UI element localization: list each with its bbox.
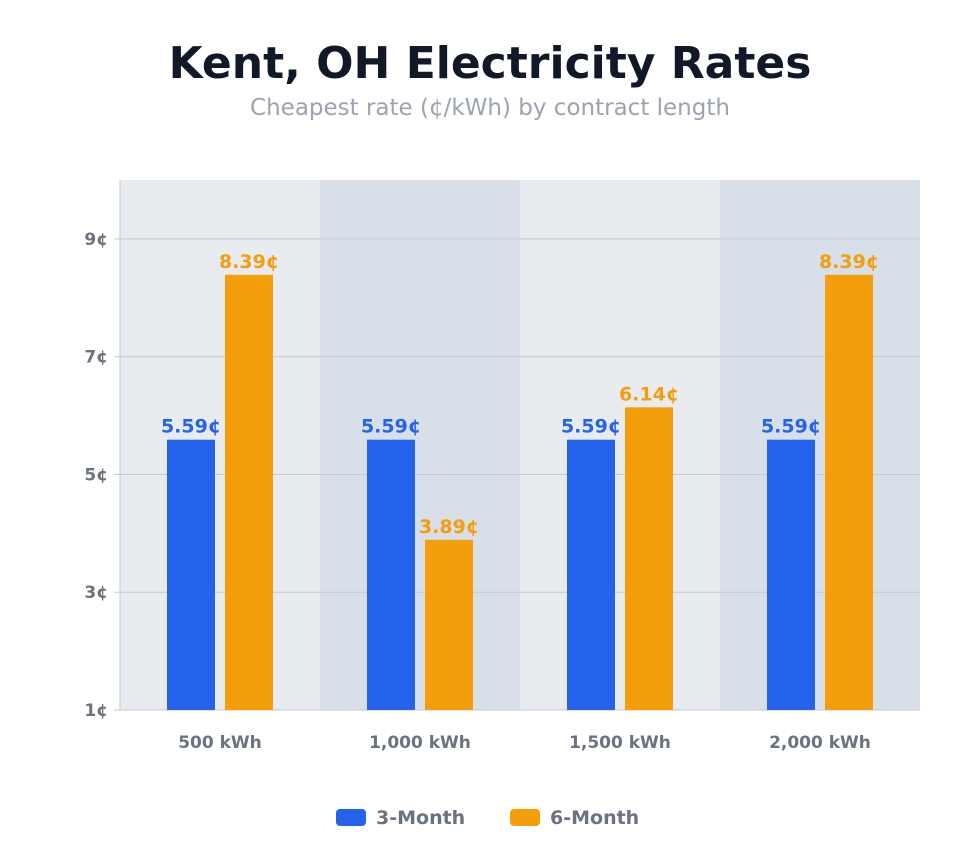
y-tick-label: 3¢ (84, 583, 108, 603)
category-band (120, 180, 320, 710)
chart-subtitle: Cheapest rate (¢/kWh) by contract length (250, 95, 730, 121)
x-tick-label: 1,000 kWh (369, 733, 471, 753)
y-tick-label: 5¢ (84, 465, 108, 485)
data-label: 6.14¢ (619, 383, 679, 405)
data-label: 5.59¢ (761, 416, 821, 438)
data-label: 8.39¢ (219, 251, 279, 273)
data-label: 3.89¢ (419, 516, 479, 538)
y-tick-label: 9¢ (84, 230, 108, 250)
chart-title: Kent, OH Electricity Rates (169, 38, 812, 89)
bar-6-month (825, 274, 873, 710)
data-label: 5.59¢ (161, 416, 221, 438)
legend-label: 6-Month (550, 807, 639, 829)
bar-3-month (767, 439, 815, 710)
category-band (520, 180, 720, 710)
bar-6-month (425, 539, 473, 710)
y-tick-label: 7¢ (84, 348, 108, 368)
x-tick-label: 500 kWh (178, 733, 262, 753)
bar-6-month (625, 407, 673, 710)
x-tick-label: 1,500 kWh (569, 733, 671, 753)
legend-swatch (336, 809, 366, 826)
data-label: 5.59¢ (561, 416, 621, 438)
y-tick-label: 1¢ (84, 701, 108, 721)
category-band (720, 180, 920, 710)
category-band (320, 180, 520, 710)
data-label: 5.59¢ (361, 416, 421, 438)
data-label: 8.39¢ (819, 251, 879, 273)
bar-3-month (367, 439, 415, 710)
bar-6-month (225, 274, 273, 710)
legend-swatch (510, 809, 540, 826)
x-tick-label: 2,000 kWh (769, 733, 871, 753)
bar-3-month (167, 439, 215, 710)
legend-label: 3-Month (376, 807, 465, 829)
bar-3-month (567, 439, 615, 710)
